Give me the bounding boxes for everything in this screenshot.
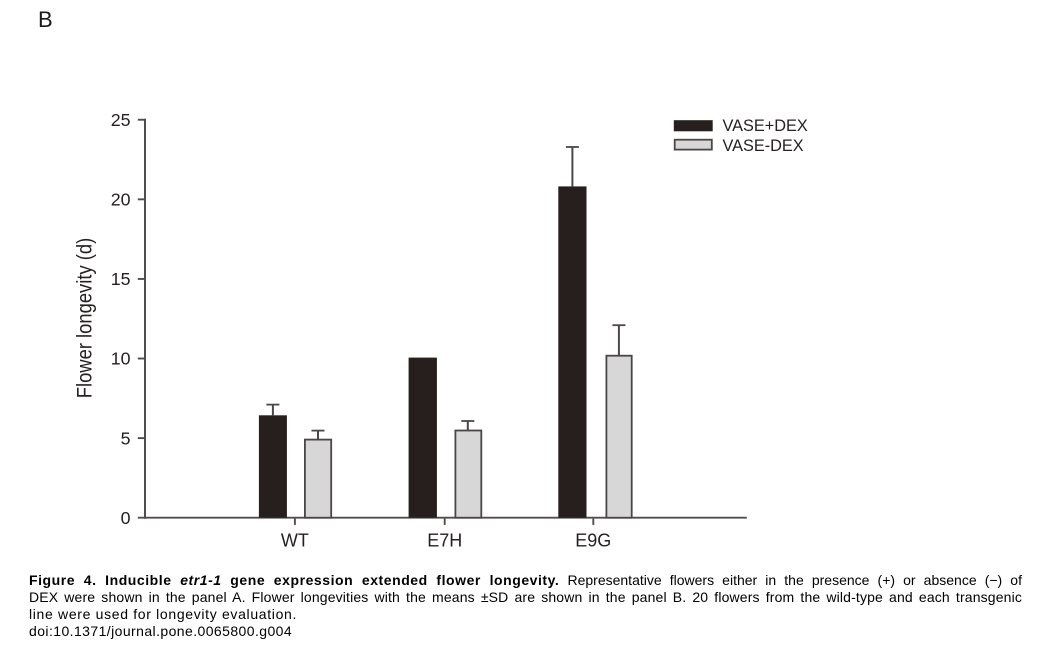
svg-text:Flower longevity (d): Flower longevity (d) — [73, 238, 97, 398]
svg-text:15: 15 — [111, 269, 131, 289]
svg-text:VASE+DEX: VASE+DEX — [723, 117, 808, 135]
svg-text:E9G: E9G — [575, 530, 611, 550]
svg-text:25: 25 — [111, 110, 131, 130]
svg-text:5: 5 — [121, 428, 131, 448]
svg-text:20: 20 — [111, 190, 131, 210]
svg-text:VASE-DEX: VASE-DEX — [723, 137, 804, 155]
svg-text:E7H: E7H — [427, 530, 462, 550]
svg-text:10: 10 — [111, 349, 131, 369]
svg-text:WT: WT — [281, 530, 309, 550]
svg-text:0: 0 — [121, 508, 131, 528]
